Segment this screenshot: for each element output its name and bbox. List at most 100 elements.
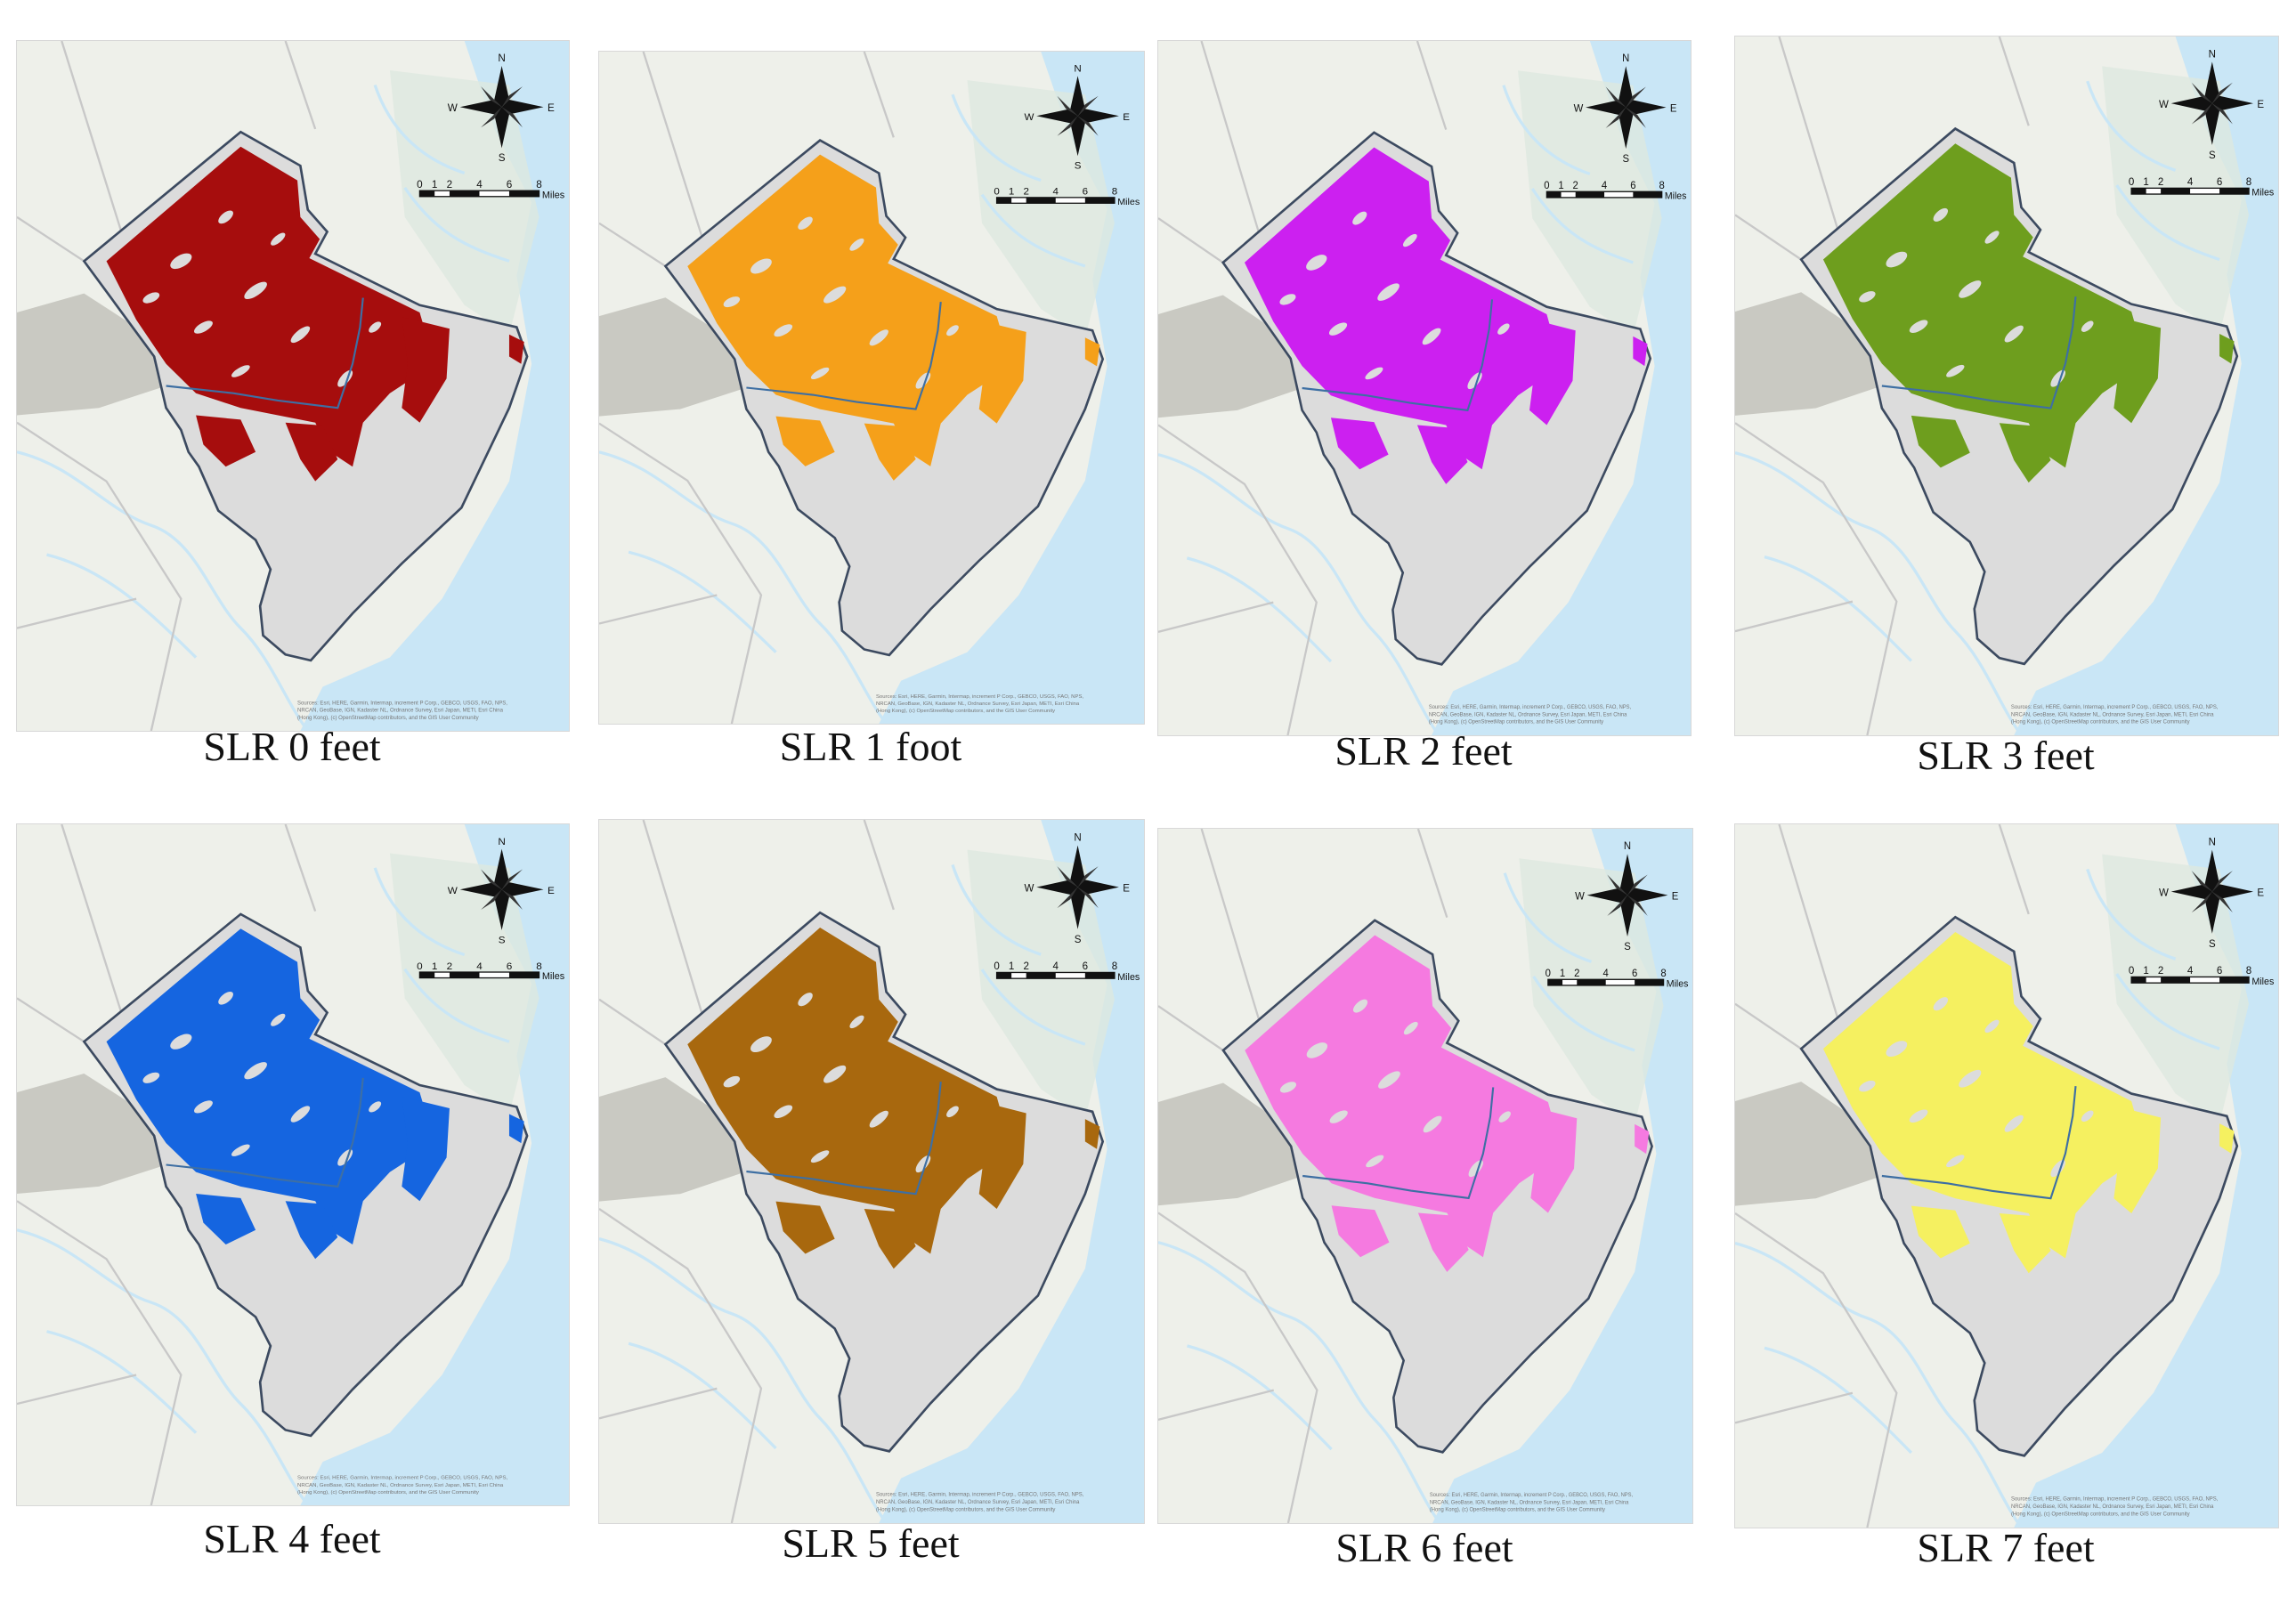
- svg-text:Miles: Miles: [1117, 972, 1140, 983]
- svg-text:W: W: [448, 886, 458, 896]
- river-channels: [599, 93, 1086, 724]
- scale-tick-label: 0: [2129, 176, 2134, 188]
- attribution-line: Sources: Esri, HERE, Garmin, Intermap, i…: [2011, 705, 2219, 710]
- ocean: [879, 820, 1144, 1523]
- attribution-line: Sources: Esri, HERE, Garmin, Intermap, i…: [1430, 1493, 1634, 1498]
- attribution-line: Sources: Esri, HERE, Garmin, Intermap, i…: [2011, 1497, 2219, 1503]
- interior-boundary: [166, 1077, 364, 1188]
- svg-text:S: S: [1075, 934, 1082, 945]
- svg-text:N: N: [1624, 841, 1631, 852]
- svg-text:N: N: [498, 53, 505, 64]
- flood-extent: [687, 928, 1100, 1269]
- map-caption: SLR 4 feet: [203, 1516, 381, 1561]
- svg-text:N: N: [1074, 831, 1081, 843]
- flood-extent: [106, 928, 524, 1260]
- scale-tick-label: 0: [417, 961, 423, 972]
- ocean: [300, 824, 569, 1505]
- attribution-line: NRCAN, GeoBase, IGN, Kadaster NL, Ordnan…: [876, 701, 1080, 707]
- dry-patches: [1279, 211, 1510, 390]
- svg-text:N: N: [2209, 48, 2216, 60]
- river-channels: [1735, 80, 2220, 735]
- svg-text:E: E: [1670, 104, 1677, 115]
- attribution-text: Sources: Esri, HERE, Garmin, Intermap, i…: [876, 1493, 1084, 1513]
- svg-text:N: N: [1622, 53, 1629, 64]
- scale-tick-label: 1: [2143, 176, 2148, 188]
- dry-patches: [1859, 997, 2094, 1178]
- scale-tick-label: 6: [1632, 969, 1637, 979]
- svg-text:W: W: [448, 102, 458, 114]
- interior-boundary: [746, 1082, 942, 1196]
- scale-tick-label: 1: [432, 961, 438, 972]
- attribution-text: Sources: Esri, HERE, Garmin, Intermap, i…: [1430, 1493, 1634, 1513]
- scale-tick-label: 6: [507, 961, 513, 972]
- scale-tick-label: 1: [1009, 961, 1014, 972]
- north-arrow-icon: N S E W: [448, 837, 555, 946]
- scale-tick-label: 6: [1083, 961, 1088, 972]
- svg-text:S: S: [1623, 154, 1630, 165]
- svg-text:N: N: [498, 837, 505, 847]
- attribution-line: (Hong Kong), (c) OpenStreetMap contribut…: [297, 1490, 479, 1496]
- scale-tick-label: 2: [1023, 961, 1028, 972]
- river-channels: [17, 867, 510, 1505]
- svg-text:E: E: [548, 102, 555, 114]
- scale-tick-label: 1: [1560, 969, 1565, 979]
- attribution-line: (Hong Kong), (c) OpenStreetMap contribut…: [2011, 720, 2190, 725]
- north-arrow-icon: N S E W: [2159, 48, 2264, 161]
- scale-tick-label: 2: [447, 179, 453, 190]
- attribution-line: Sources: Esri, HERE, Garmin, Intermap, i…: [297, 1476, 508, 1481]
- svg-text:E: E: [2257, 99, 2264, 110]
- svg-text:S: S: [499, 936, 506, 946]
- scale-tick-label: 4: [1053, 187, 1059, 198]
- scale-tick-label: 0: [417, 179, 423, 190]
- attribution-text: Sources: Esri, HERE, Garmin, Intermap, i…: [2011, 705, 2219, 725]
- svg-text:E: E: [1672, 892, 1679, 903]
- attribution-line: NRCAN, GeoBase, IGN, Kadaster NL, Ordnan…: [1430, 1500, 1629, 1505]
- svg-text:Miles: Miles: [1667, 978, 1689, 989]
- flood-extent: [1822, 932, 2235, 1274]
- scale-tick-label: 2: [447, 961, 453, 972]
- attribution-text: Sources: Esri, HERE, Garmin, Intermap, i…: [876, 694, 1083, 714]
- scale-tick-label: 4: [476, 961, 483, 972]
- north-arrow-icon: N S E W: [1575, 841, 1679, 952]
- river-channels: [599, 863, 1086, 1523]
- attribution-line: (Hong Kong), (c) OpenStreetMap contribut…: [876, 1508, 1055, 1513]
- attribution-line: (Hong Kong), (c) OpenStreetMap contribut…: [1430, 1508, 1605, 1513]
- svg-text:N: N: [1074, 64, 1081, 75]
- roads: [17, 41, 317, 731]
- flood-extent: [106, 146, 524, 482]
- scale-tick-label: 2: [2158, 176, 2163, 188]
- attribution-line: (Hong Kong), (c) OpenStreetMap contribut…: [2011, 1512, 2190, 1518]
- interior-boundary: [746, 302, 942, 410]
- svg-text:S: S: [499, 152, 506, 164]
- flood-extent: [1245, 935, 1650, 1272]
- interior-boundary: [1302, 1087, 1495, 1200]
- scale-tick-label: 1: [1558, 181, 1563, 191]
- scale-tick-label: 8: [536, 179, 542, 190]
- attribution-line: Sources: Esri, HERE, Garmin, Intermap, i…: [297, 701, 507, 706]
- interior-boundary: [1881, 1086, 2077, 1200]
- river-channels: [1158, 872, 1635, 1523]
- dry-patches: [142, 210, 382, 387]
- scale-tick-label: 8: [2246, 176, 2251, 188]
- svg-text:S: S: [2209, 938, 2216, 950]
- flood-extent: [1244, 147, 1648, 484]
- attribution-line: NRCAN, GeoBase, IGN, Kadaster NL, Ordnan…: [2011, 712, 2214, 717]
- dry-patches: [1279, 999, 1511, 1178]
- scale-tick-label: 8: [1112, 187, 1117, 198]
- svg-text:W: W: [1025, 112, 1034, 123]
- svg-text:S: S: [1624, 942, 1631, 952]
- map-caption: SLR 3 feet: [1917, 733, 2095, 778]
- scale-tick-label: 4: [2187, 965, 2194, 977]
- scale-tick-label: 1: [432, 179, 438, 190]
- scale-tick-label: 8: [1112, 961, 1117, 972]
- scale-tick-label: 0: [994, 187, 999, 198]
